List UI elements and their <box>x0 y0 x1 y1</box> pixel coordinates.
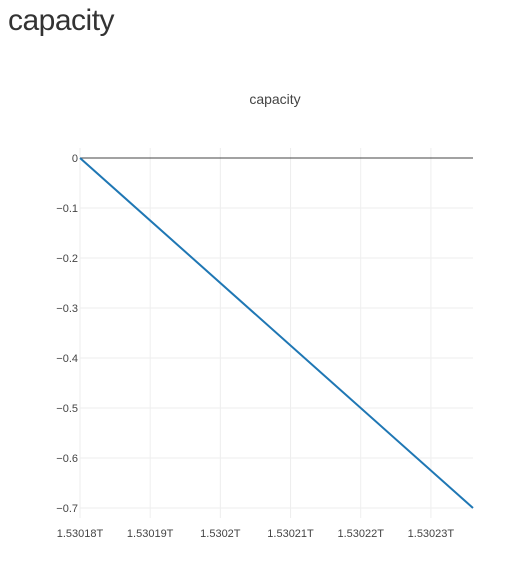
x-tick-label: 1.53019T <box>127 528 174 540</box>
y-tick-label: −0.2 <box>56 253 78 265</box>
x-tick-label: 1.53022T <box>337 528 384 540</box>
page-heading: capacity <box>8 4 115 37</box>
x-tick-label: 1.53018T <box>57 528 104 540</box>
series-layer <box>79 157 474 509</box>
x-tick-label: 1.53021T <box>267 528 314 540</box>
chart-title: capacity <box>249 91 300 107</box>
x-axis-ticks: 1.53018T 1.53019T 1.5302T 1.53021T 1.53022T 1… <box>57 528 455 540</box>
y-tick-label: −0.7 <box>56 503 78 515</box>
y-tick-label: −0.6 <box>56 453 78 465</box>
grid-layer <box>79 148 473 518</box>
y-tick-label: −0.4 <box>56 353 78 365</box>
y-tick-label: −0.3 <box>56 303 78 315</box>
y-tick-label: −0.5 <box>56 403 78 415</box>
y-axis-ticks: 0 −0.1 −0.2 −0.3 −0.4 −0.5 −0.6 −0.7 <box>56 153 78 515</box>
series-line <box>79 157 474 509</box>
x-tick-label: 1.5302T <box>200 528 241 540</box>
x-tick-label: 1.53023T <box>408 528 455 540</box>
y-tick-label: 0 <box>72 153 78 165</box>
y-tick-label: −0.1 <box>56 203 78 215</box>
